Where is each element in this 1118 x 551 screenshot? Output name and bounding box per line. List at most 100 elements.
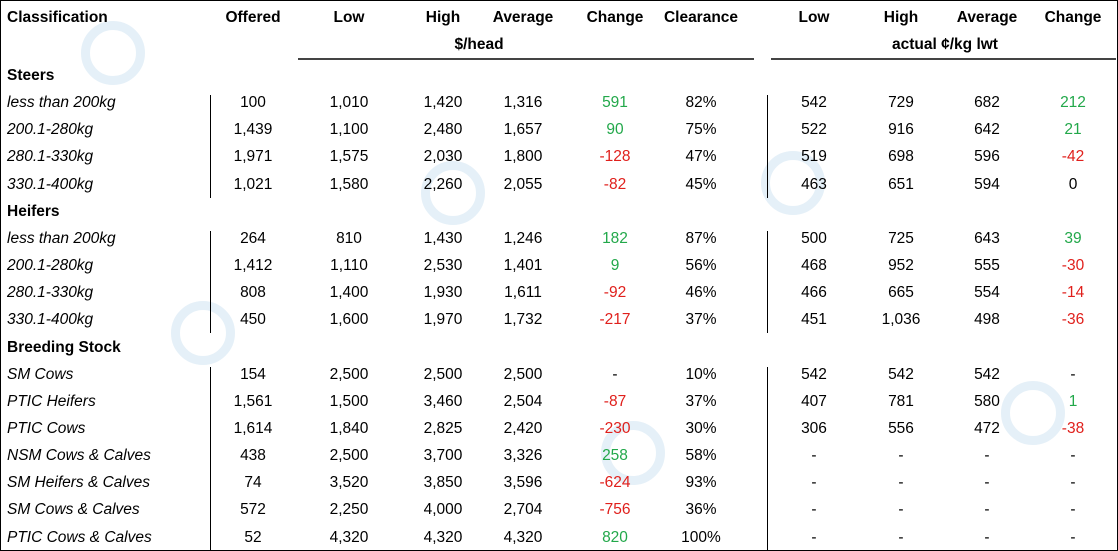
cell-value: 264: [240, 229, 266, 247]
watermark: [1001, 381, 1065, 445]
cell-value: 781: [888, 392, 914, 410]
cell-value: -: [898, 474, 904, 492]
cell-value: 542: [801, 94, 827, 112]
cell-value: 100: [240, 94, 266, 112]
cell-value: 1,611: [504, 284, 542, 302]
cell-value: 3,596: [503, 474, 543, 492]
cell-value: 665: [888, 284, 914, 302]
cell-value: 1,021: [233, 175, 273, 193]
row-label: NSM Cows & Calves: [7, 447, 151, 465]
cell-value: 2,500: [423, 365, 463, 383]
column-header: Average: [492, 9, 554, 26]
cell-value: 1,400: [329, 284, 369, 302]
row-label: 200.1-280kg: [7, 257, 94, 275]
cell-value: -: [984, 447, 990, 465]
cell-value: -: [1070, 447, 1076, 465]
cell-value: 725: [888, 229, 914, 247]
row-label: PTIC Cows & Calves: [7, 528, 152, 546]
cell-value: 2,530: [423, 257, 463, 275]
cell-value: -624: [599, 474, 631, 492]
cell-value: 258: [602, 447, 628, 465]
row-label: less than 200kg: [7, 94, 116, 112]
row-label: SM Cows & Calves: [7, 501, 140, 519]
cell-value: 1,401: [503, 257, 543, 275]
cell-value: 36%: [685, 501, 717, 519]
row-label: SM Heifers & Calves: [7, 474, 150, 492]
cell-value: 10%: [685, 365, 717, 383]
cell-value: 466: [801, 284, 827, 302]
cell-value: -: [1070, 528, 1076, 546]
cell-value: 182: [602, 229, 628, 247]
cell-value: -756: [599, 501, 631, 519]
cell-value: 472: [974, 419, 1000, 437]
cell-value: 93%: [685, 474, 717, 492]
cell-value: -: [1070, 365, 1076, 383]
cell-value: 1,110: [330, 257, 368, 275]
cell-value: 90: [606, 121, 624, 139]
cell-value: 1,036: [881, 311, 921, 329]
header-rule: [298, 58, 754, 60]
cell-value: 58%: [685, 447, 717, 465]
cell-value: 3,460: [423, 392, 463, 410]
cell-value: 463: [801, 175, 827, 193]
watermark: [601, 421, 665, 485]
column-rule: [767, 230, 768, 334]
cell-value: 2,420: [503, 419, 543, 437]
cell-value: 37%: [685, 392, 717, 410]
cell-value: 74: [244, 474, 262, 492]
cell-value: -: [1070, 474, 1076, 492]
column-rule: [210, 230, 211, 334]
cell-value: 596: [974, 148, 1000, 166]
column-header: Low: [333, 9, 365, 26]
cell-value: 580: [974, 392, 1000, 410]
cell-value: 82%: [685, 94, 717, 112]
column-header: High: [883, 9, 919, 26]
watermark: [421, 161, 485, 225]
cell-value: 47%: [685, 148, 717, 166]
cell-value: 3,700: [423, 447, 463, 465]
column-rule: [210, 366, 211, 550]
cell-value: 952: [888, 257, 914, 275]
cell-value: 4,320: [423, 528, 463, 546]
cell-value: 1,412: [233, 257, 273, 275]
cell-value: 542: [801, 365, 827, 383]
cell-value: 643: [974, 229, 1000, 247]
cell-value: 2,055: [503, 175, 543, 193]
cell-value: 1,930: [423, 284, 463, 302]
watermark: [81, 21, 145, 85]
cell-value: 52: [244, 528, 262, 546]
cell-value: 1,439: [233, 121, 273, 139]
cell-value: -: [898, 528, 904, 546]
cell-value: 2,500: [329, 447, 369, 465]
row-label: 280.1-330kg: [7, 148, 94, 166]
cell-value: 519: [801, 148, 827, 166]
cell-value: 556: [888, 419, 914, 437]
column-header: Average: [956, 9, 1018, 26]
watermark: [171, 301, 235, 365]
cell-value: -: [1070, 501, 1076, 519]
cell-value: -: [984, 528, 990, 546]
column-header: Low: [798, 9, 830, 26]
cell-value: 9: [610, 257, 620, 275]
cell-value: -230: [599, 419, 631, 437]
row-label: 330.1-400kg: [7, 311, 94, 329]
cell-value: 2,704: [503, 501, 543, 519]
cell-value: 572: [240, 501, 266, 519]
cell-value: 1,420: [423, 94, 463, 112]
row-label: 330.1-400kg: [7, 175, 94, 193]
cell-value: -: [898, 501, 904, 519]
cell-value: 594: [974, 175, 1000, 193]
cell-value: 555: [974, 257, 1000, 275]
cell-value: 37%: [685, 311, 717, 329]
column-header: Change: [1044, 9, 1102, 26]
cell-value: 100%: [681, 528, 721, 546]
column-header: Classification: [7, 9, 108, 26]
cell-value: -14: [1061, 284, 1085, 302]
cell-value: 45%: [685, 175, 717, 193]
cell-value: 2,250: [329, 501, 369, 519]
cell-value: 591: [602, 94, 628, 112]
cell-value: 1,600: [329, 311, 369, 329]
cell-value: -36: [1061, 311, 1085, 329]
column-rule: [767, 366, 768, 550]
cell-value: 1,246: [503, 229, 543, 247]
